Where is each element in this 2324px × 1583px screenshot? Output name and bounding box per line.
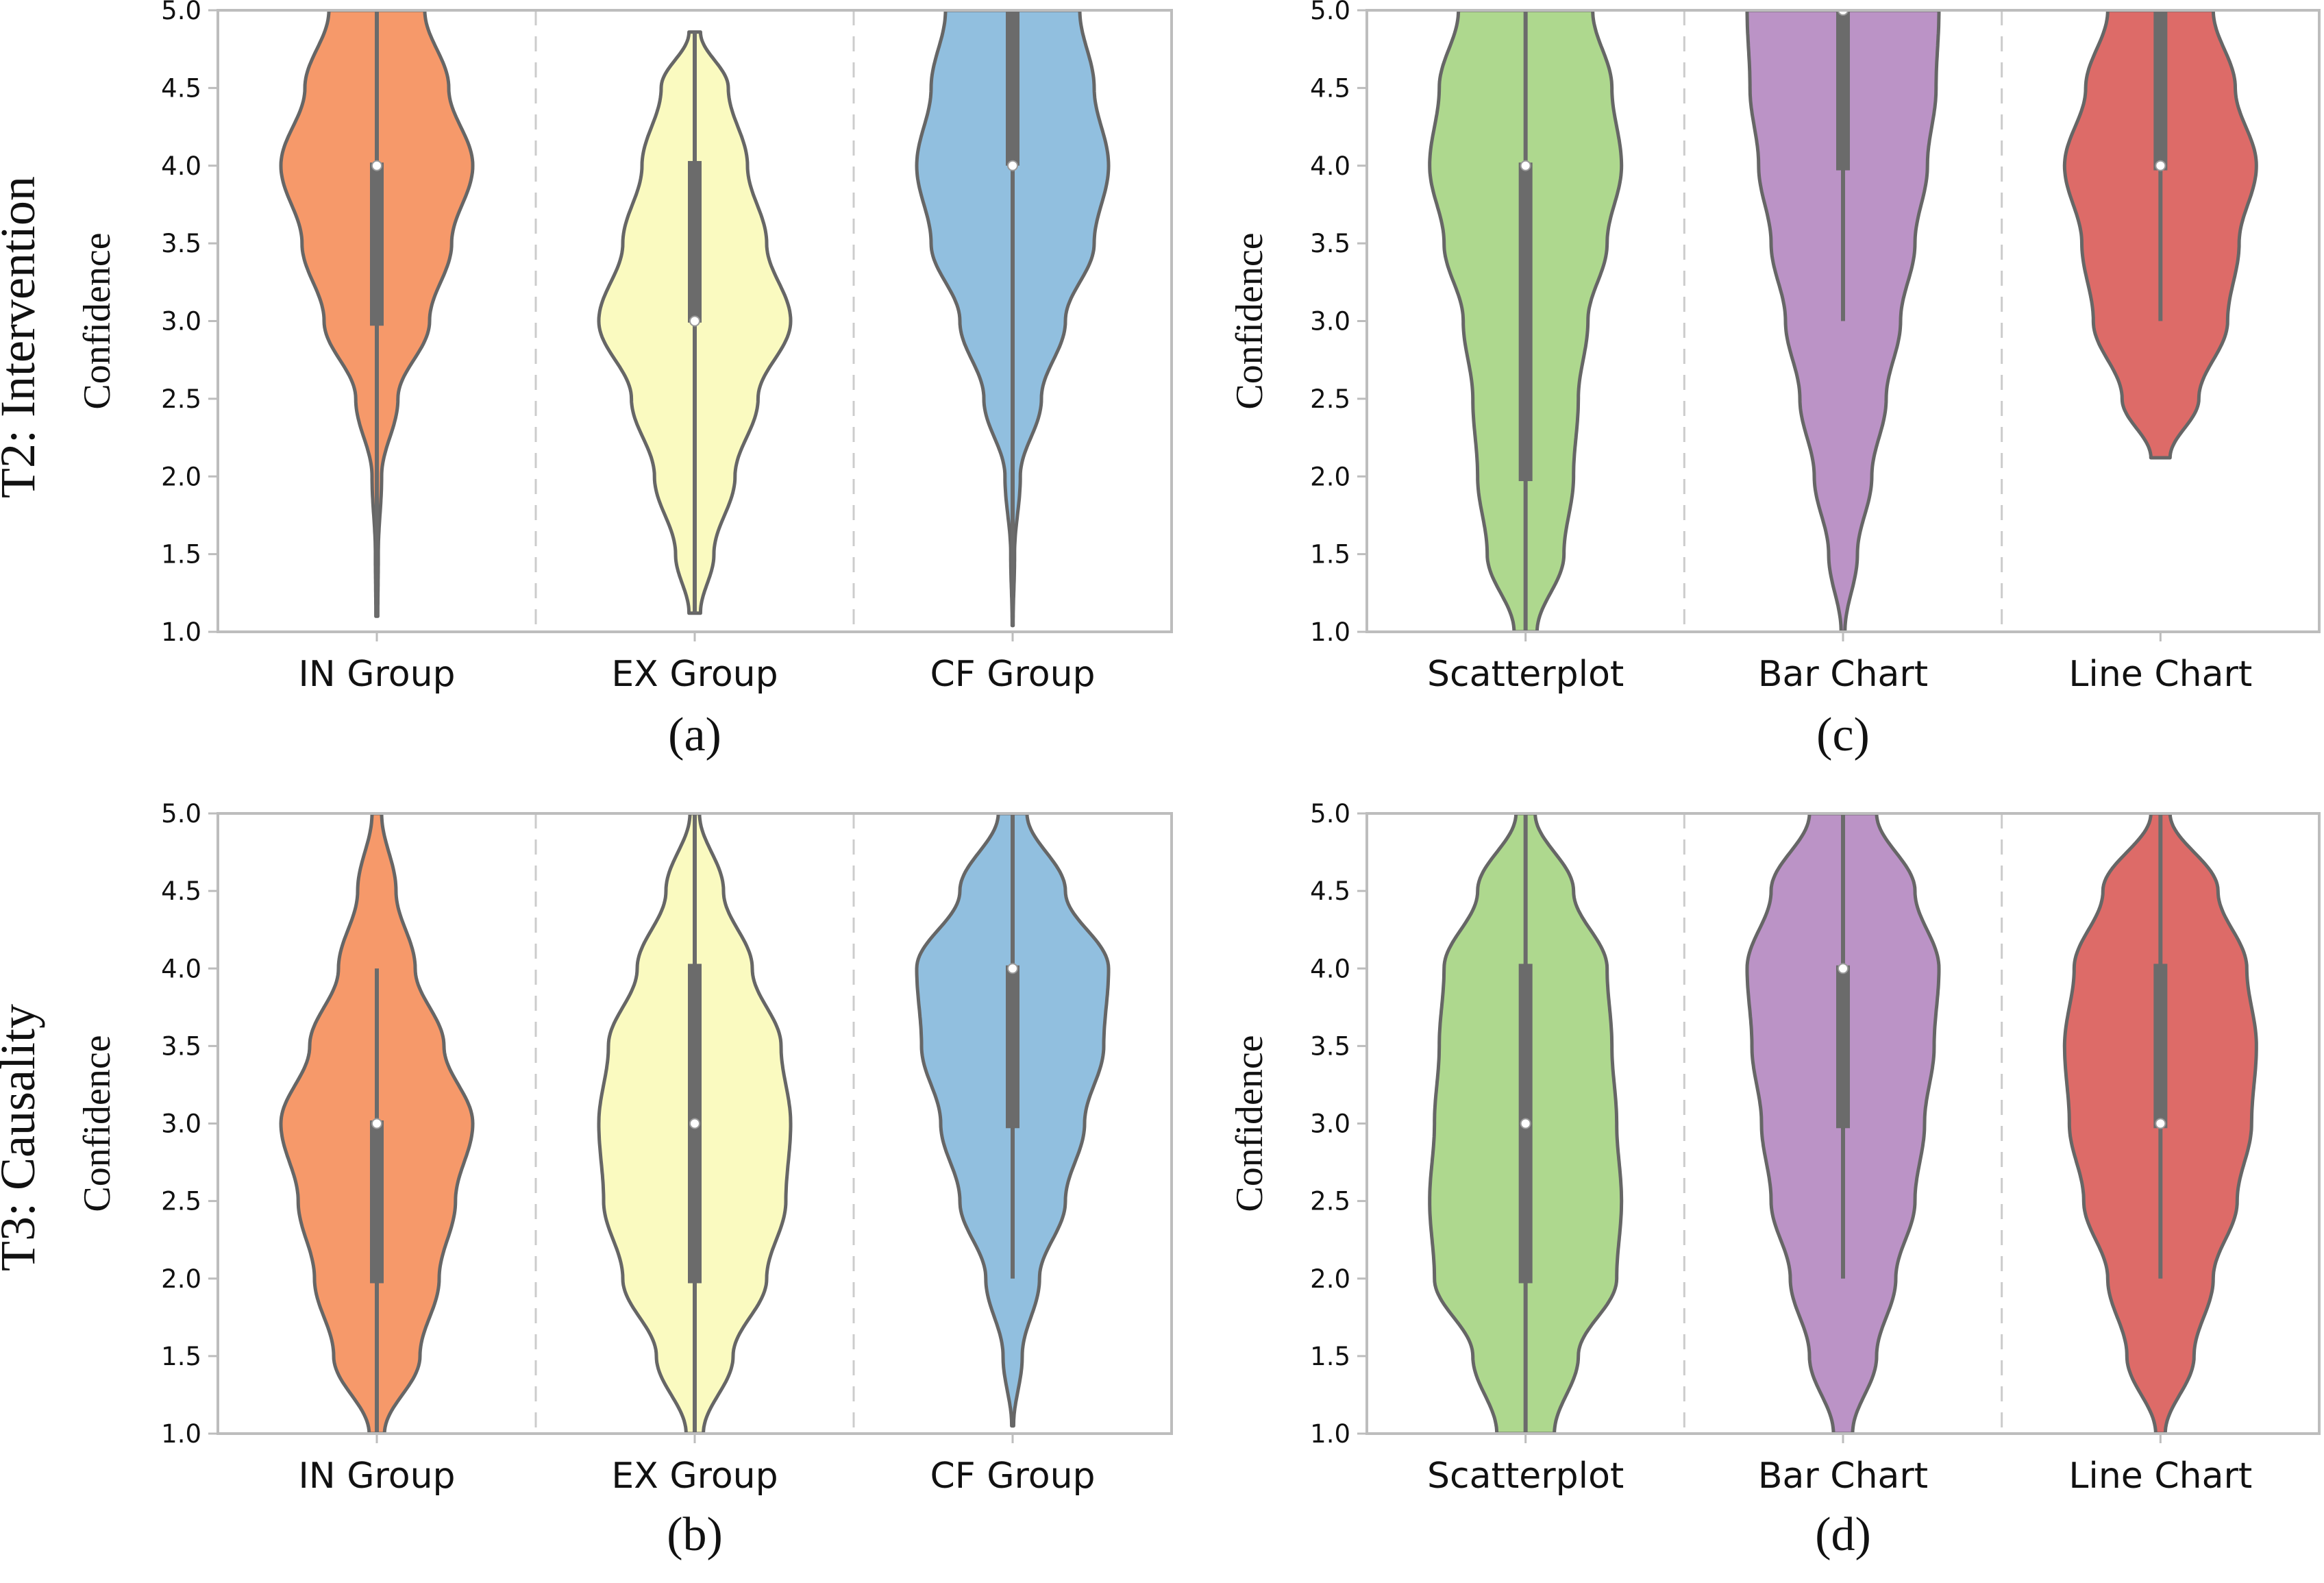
y-tick-label: 2.0 bbox=[1310, 462, 1350, 491]
violin-iqr-box bbox=[370, 162, 384, 326]
panel-caption: (a) bbox=[668, 709, 721, 761]
panel-caption: (c) bbox=[1816, 709, 1870, 761]
violin-median bbox=[689, 315, 700, 327]
y-axis-label: Confidence bbox=[76, 1035, 119, 1212]
violin-iqr-box bbox=[1006, 965, 1019, 1129]
panel-b: 1.0 1.5 2.0 2.5 3.0 3.5 4.0 4.5 5.0 IN Group EX Gr… bbox=[76, 799, 1173, 1561]
x-tick-label: Bar Chart bbox=[1758, 654, 1928, 695]
violins bbox=[1428, 813, 2258, 1434]
y-tick-label: 3.5 bbox=[1310, 1031, 1350, 1061]
y-tick-label: 4.5 bbox=[161, 876, 201, 906]
x-tick-label: IN Group bbox=[298, 1456, 455, 1497]
violin-iqr-box bbox=[2153, 964, 2168, 1129]
violin-iqr-box bbox=[1006, 10, 1019, 166]
panel-caption: (d) bbox=[1815, 1508, 1871, 1561]
violin-iqr-box bbox=[1518, 162, 1533, 482]
violin-median bbox=[1838, 963, 1849, 974]
panel-d: 1.0 1.5 2.0 2.5 3.0 3.5 4.0 4.5 5.0 Scatterplot Ba… bbox=[1228, 799, 2321, 1561]
panel-a: 1.0 1.5 2.0 2.5 3.0 3.5 4.0 4.5 5.0 IN Group EX Gr… bbox=[76, 0, 1173, 761]
violins bbox=[279, 10, 1111, 628]
y-tick-label: 2.5 bbox=[1310, 384, 1350, 414]
y-tick-label: 1.0 bbox=[161, 617, 201, 647]
x-tick-label: EX Group bbox=[611, 654, 778, 695]
violin-median bbox=[1007, 160, 1018, 171]
x-tick-label: Line Chart bbox=[2068, 1456, 2252, 1497]
violin-median bbox=[371, 1118, 382, 1129]
y-tick-label: 3.5 bbox=[161, 229, 201, 258]
x-tick-label: Bar Chart bbox=[1758, 1456, 1928, 1497]
violin-iqr-box bbox=[2153, 10, 2168, 171]
y-axis-label: Confidence bbox=[1228, 232, 1271, 409]
violins bbox=[1428, 10, 2258, 632]
y-tick-label: 5.0 bbox=[161, 0, 201, 25]
y-tick-label: 1.5 bbox=[1310, 540, 1350, 569]
violin-median bbox=[1007, 963, 1018, 974]
y-tick-label: 2.0 bbox=[1310, 1264, 1350, 1294]
panel-c: 1.0 1.5 2.0 2.5 3.0 3.5 4.0 4.5 5.0 Scatterplot Ba… bbox=[1228, 0, 2321, 761]
y-tick-label: 1.5 bbox=[161, 540, 201, 569]
y-tick-label: 1.5 bbox=[1310, 1342, 1350, 1371]
x-tick-label: IN Group bbox=[298, 654, 455, 695]
y-tick-label: 2.5 bbox=[161, 384, 201, 414]
y-tick-label: 5.0 bbox=[1310, 0, 1350, 25]
y-tick-label: 3.0 bbox=[1310, 307, 1350, 336]
x-tick-label: EX Group bbox=[611, 1456, 778, 1497]
y-tick-label: 2.5 bbox=[161, 1187, 201, 1216]
y-tick-label: 4.0 bbox=[1310, 954, 1350, 983]
y-tick-label: 4.0 bbox=[161, 151, 201, 181]
row-label-t2: T2: Intervention bbox=[0, 176, 45, 498]
x-tick-label: Line Chart bbox=[2068, 654, 2252, 695]
x-tick-label: CF Group bbox=[930, 654, 1095, 695]
y-tick-label: 1.0 bbox=[1310, 1419, 1350, 1449]
y-tick-label: 2.0 bbox=[161, 1264, 201, 1294]
y-tick-label: 1.0 bbox=[1310, 617, 1350, 647]
violin-median bbox=[1520, 1118, 1531, 1129]
y-tick-label: 3.5 bbox=[161, 1031, 201, 1061]
y-tick-label: 3.0 bbox=[161, 307, 201, 336]
x-tick-label: Scatterplot bbox=[1427, 1456, 1624, 1497]
y-axis-label: Confidence bbox=[1228, 1035, 1271, 1212]
y-axis-label: Confidence bbox=[76, 232, 119, 409]
violin-iqr-box bbox=[370, 1120, 384, 1284]
violin-median bbox=[689, 1118, 700, 1129]
y-tick-label: 2.5 bbox=[1310, 1187, 1350, 1216]
y-tick-label: 3.5 bbox=[1310, 229, 1350, 258]
violin-median bbox=[2155, 1118, 2166, 1129]
y-tick-label: 4.5 bbox=[1310, 876, 1350, 906]
y-tick-label: 4.5 bbox=[161, 73, 201, 103]
violin-iqr-box bbox=[688, 160, 702, 323]
violin-median bbox=[2155, 160, 2166, 171]
y-tick-label: 1.0 bbox=[161, 1419, 201, 1449]
y-tick-label: 3.0 bbox=[1310, 1109, 1350, 1139]
y-tick-label: 4.0 bbox=[161, 954, 201, 983]
y-tick-label: 5.0 bbox=[161, 799, 201, 829]
x-tick-label: CF Group bbox=[930, 1456, 1095, 1497]
violin-iqr-box bbox=[1836, 10, 1850, 171]
y-tick-label: 4.0 bbox=[1310, 151, 1350, 181]
y-tick-label: 1.5 bbox=[161, 1342, 201, 1371]
violin-median bbox=[1520, 160, 1531, 171]
violins bbox=[279, 813, 1111, 1434]
row-label-t3: T3: Causality bbox=[0, 1004, 45, 1271]
y-tick-label: 5.0 bbox=[1310, 799, 1350, 829]
violin-median bbox=[371, 160, 382, 171]
y-tick-label: 3.0 bbox=[161, 1109, 201, 1139]
violin-iqr-box bbox=[1836, 965, 1850, 1129]
y-tick-label: 4.5 bbox=[1310, 73, 1350, 103]
x-tick-label: Scatterplot bbox=[1427, 654, 1624, 695]
panel-caption: (b) bbox=[667, 1508, 723, 1561]
y-tick-label: 2.0 bbox=[161, 462, 201, 491]
